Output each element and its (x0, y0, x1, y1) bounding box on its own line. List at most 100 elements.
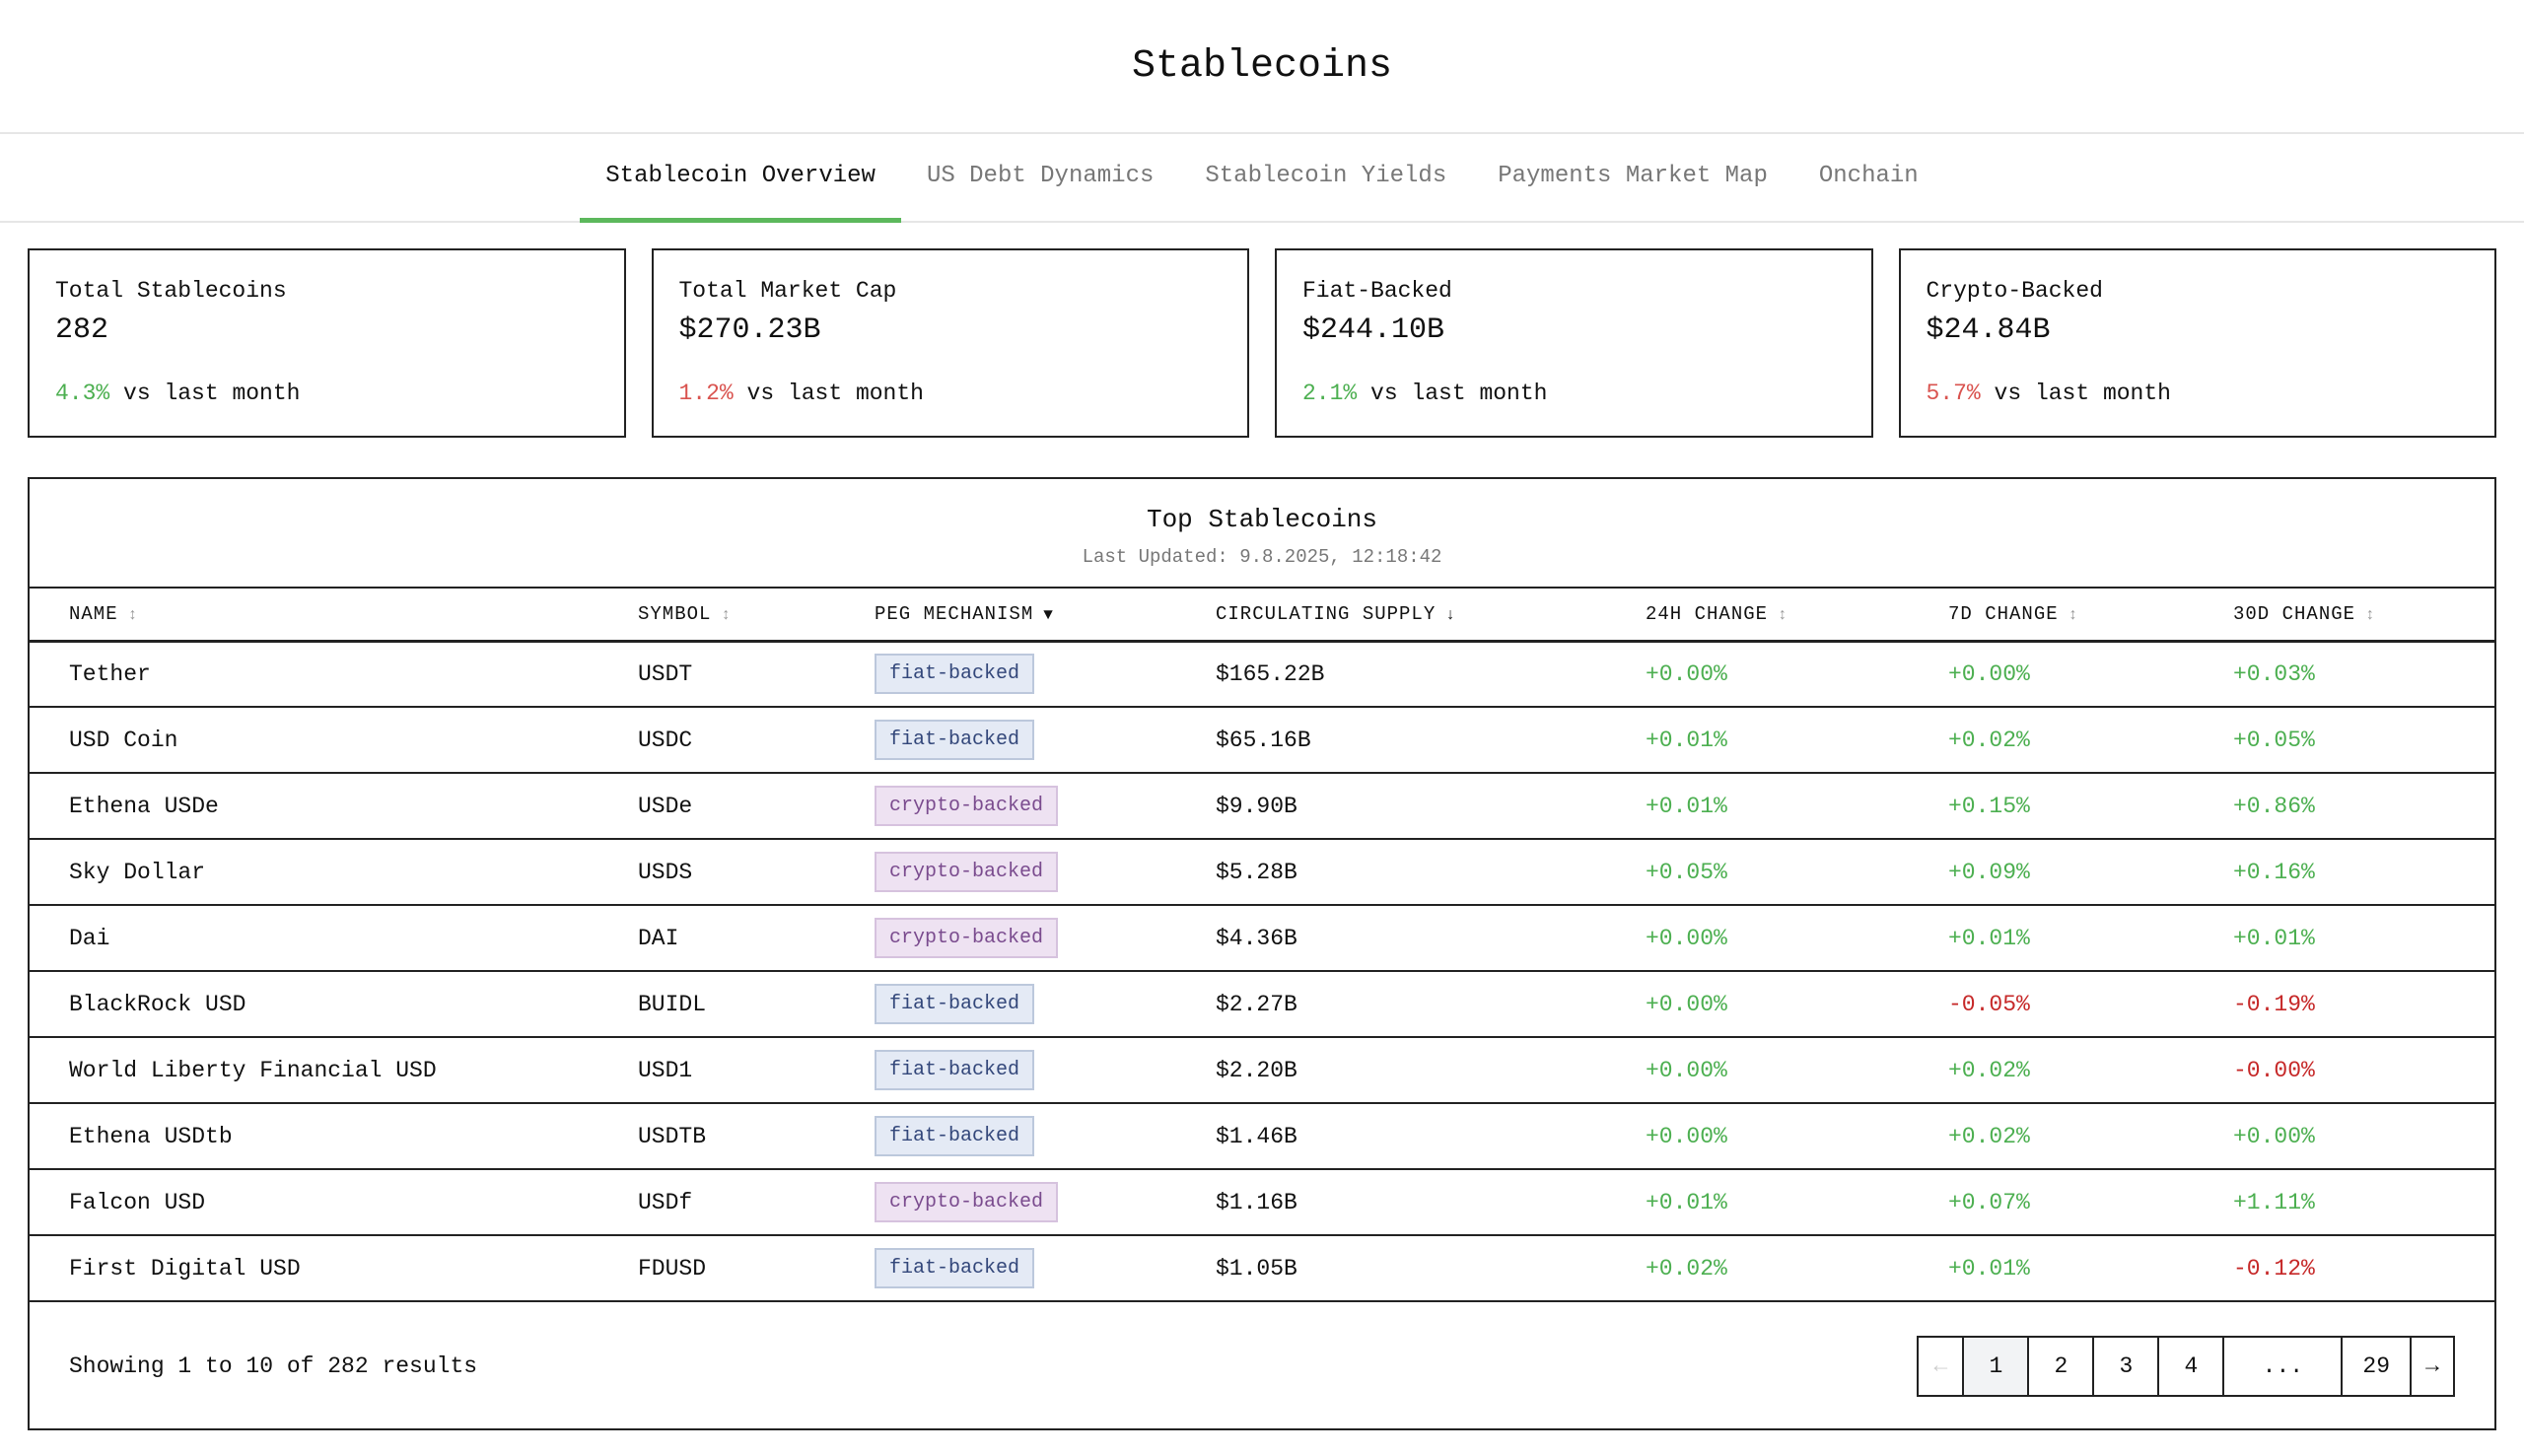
cell-supply: $165.22B (1216, 641, 1646, 708)
sort-icon[interactable]: ↕ (1778, 605, 1788, 624)
cell-peg: fiat-backed (875, 1037, 1216, 1104)
table-row[interactable]: Tether USDT fiat-backed $165.22B +0.00% +0.00… (30, 641, 2494, 708)
tab-us-debt-dynamics[interactable]: US Debt Dynamics (926, 163, 1155, 189)
table-row[interactable]: World Liberty Financial USD USD1 fiat-back… (30, 1037, 2494, 1104)
peg-badge: crypto-backed (875, 786, 1059, 826)
page-1-button[interactable]: 1 (1962, 1337, 2028, 1395)
table-row[interactable]: BlackRock USD BUIDL fiat-backed $2.27B +0.00… (30, 971, 2494, 1038)
cell-text: Ethena USDe (69, 793, 219, 819)
card-value: $244.10B (1302, 313, 1445, 347)
cell-text: USDf (638, 1189, 693, 1215)
cell-symbol: USDT (638, 641, 875, 708)
sort-icon[interactable]: ↓ (1445, 605, 1456, 624)
cell-change-30d: -0.12% (2233, 1235, 2494, 1302)
page-3-button[interactable]: 3 (2092, 1337, 2157, 1395)
column-header-symbol[interactable]: SYMBOL ↕ (638, 589, 875, 643)
column-header-circulating-supply[interactable]: CIRCULATING SUPPLY ↓ (1216, 589, 1646, 643)
cell-name: Sky Dollar (30, 839, 638, 906)
cell-text: $1.46B (1216, 1123, 1297, 1149)
cell-change-7d: +0.15% (1948, 773, 2233, 840)
sort-icon[interactable]: ↕ (2365, 605, 2376, 624)
cell-text: +0.05% (2233, 727, 2315, 753)
card-change: 1.2% vs last month (679, 381, 1223, 406)
card-label: Fiat-Backed (1302, 278, 1452, 304)
tab-stablecoin-yields[interactable]: Stablecoin Yields (1205, 163, 1447, 189)
cell-text: +0.09% (1948, 859, 2030, 885)
cell-text: +0.01% (2233, 925, 2315, 951)
cell-change-30d: +1.11% (2233, 1169, 2494, 1236)
cell-name: Ethena USDe (30, 773, 638, 840)
table-row[interactable]: Ethena USDtb USDTB fiat-backed $1.46B +0.00%… (30, 1103, 2494, 1170)
cell-change-24h: +0.05% (1646, 839, 1948, 906)
cell-peg: crypto-backed (875, 905, 1216, 972)
page-4-button[interactable]: 4 (2157, 1337, 2222, 1395)
prev-page-button[interactable]: ← (1933, 1352, 1948, 1379)
cell-text: +0.00% (1646, 1123, 1727, 1149)
cell-text: Dai (69, 925, 110, 951)
cell-symbol: USDe (638, 773, 875, 840)
table-row[interactable]: First Digital USD FDUSD fiat-backed $1.05B +… (30, 1235, 2494, 1302)
column-label: 24H CHANGE (1646, 602, 1769, 625)
column-header-7d-change[interactable]: 7D CHANGE ↕ (1948, 589, 2233, 643)
cell-text: Falcon USD (69, 1189, 206, 1215)
card-value: 282 (55, 313, 109, 347)
cell-text: $165.22B (1216, 660, 1325, 687)
cell-change-7d: +0.00% (1948, 641, 2233, 708)
card-change: 2.1% vs last month (1302, 381, 1846, 406)
cell-change-24h: +0.00% (1646, 905, 1948, 972)
cell-symbol: USD1 (638, 1037, 875, 1104)
peg-badge: fiat-backed (875, 654, 1035, 695)
column-label: SYMBOL (638, 602, 712, 625)
cell-supply: $9.90B (1216, 773, 1646, 840)
table-row[interactable]: USD Coin USDC fiat-backed $65.16B +0.01% +0.0… (30, 707, 2494, 774)
summary-card: Total Market Cap $270.23B 1.2% vs last mon… (651, 248, 1249, 438)
tab-payments-market-map[interactable]: Payments Market Map (1498, 163, 1768, 189)
card-value: $24.84B (1926, 313, 2051, 347)
table-row[interactable]: Ethena USDe USDe crypto-backed $9.90B +0.01%… (30, 773, 2494, 840)
cell-change-7d: +0.09% (1948, 839, 2233, 906)
column-header-peg-mechanism[interactable]: PEG MECHANISM ▼ (875, 589, 1216, 643)
cell-text: BlackRock USD (69, 991, 246, 1017)
page-29-button[interactable]: 29 (2341, 1337, 2410, 1395)
peg-badge: crypto-backed (875, 852, 1059, 892)
cell-text: +0.00% (1646, 991, 1727, 1017)
card-label: Crypto-Backed (1926, 278, 2103, 304)
tab-onchain[interactable]: Onchain (1818, 163, 1919, 189)
table-row[interactable]: Falcon USD USDf crypto-backed $1.16B +0.01% +… (30, 1169, 2494, 1236)
sort-icon[interactable]: ↕ (127, 605, 139, 624)
tab-stablecoin-overview[interactable]: Stablecoin Overview (580, 134, 901, 223)
cell-change-7d: +0.02% (1948, 1037, 2233, 1104)
column-header-30d-change[interactable]: 30D CHANGE ↕ (2233, 589, 2494, 643)
cell-text: Ethena USDtb (69, 1123, 233, 1149)
column-header-name[interactable]: NAME ↕ (30, 589, 638, 643)
cell-change-30d: +0.86% (2233, 773, 2494, 840)
table-header: Top Stablecoins Last Updated: 9.8.2025, … (30, 479, 2494, 589)
cell-name: Falcon USD (30, 1169, 638, 1236)
table-row[interactable]: Dai DAI crypto-backed $4.36B +0.00% +0.01% +0.… (30, 905, 2494, 972)
sort-icon[interactable]: ↕ (2068, 605, 2079, 624)
table-row[interactable]: Sky Dollar USDS crypto-backed $5.28B +0.05% +… (30, 839, 2494, 906)
cell-text: +0.00% (2233, 1123, 2315, 1149)
cell-supply: $1.05B (1216, 1235, 1646, 1302)
change-suffix: vs last month (1994, 381, 2171, 406)
next-page-button[interactable]: → (2410, 1337, 2453, 1395)
cell-text: $9.90B (1216, 793, 1297, 819)
card-value: $270.23B (678, 313, 821, 347)
cell-change-24h: +0.00% (1646, 641, 1948, 708)
cell-symbol: USDC (638, 707, 875, 774)
peg-badge: crypto-backed (875, 918, 1059, 958)
cell-symbol: DAI (638, 905, 875, 972)
cell-change-30d: +0.01% (2233, 905, 2494, 972)
cell-change-7d: +0.01% (1948, 905, 2233, 972)
sort-icon[interactable]: ▼ (1043, 605, 1054, 624)
table-footer: Showing 1 to 10 of 282 results ← 1 2 3 4... 2… (30, 1302, 2494, 1429)
column-header-24h-change[interactable]: 24H CHANGE ↕ (1646, 589, 1948, 643)
cell-symbol: USDTB (638, 1103, 875, 1170)
page-2-button[interactable]: 2 (2027, 1337, 2092, 1395)
peg-badge: fiat-backed (875, 1248, 1035, 1288)
sort-icon[interactable]: ↕ (721, 605, 733, 624)
cell-text: +0.00% (1646, 660, 1727, 687)
cell-change-7d: -0.05% (1948, 971, 2233, 1038)
peg-badge: fiat-backed (875, 720, 1035, 760)
column-label: 30D CHANGE (2233, 602, 2356, 625)
